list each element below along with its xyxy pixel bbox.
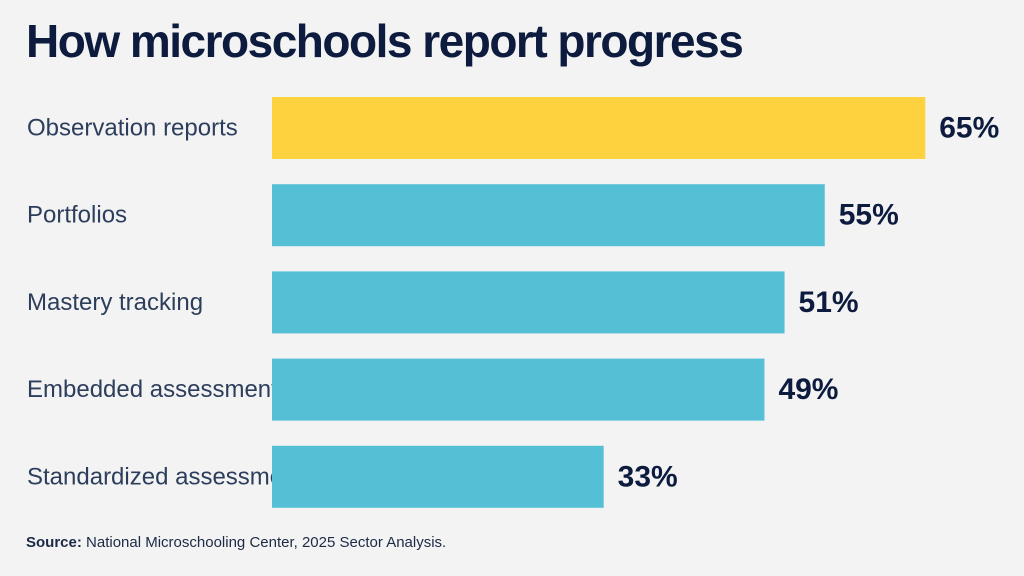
value-label-observation-reports: 65% bbox=[939, 112, 999, 145]
bar-embedded-assessments bbox=[272, 358, 765, 421]
value-label-standardized-assessments: 33% bbox=[618, 460, 678, 493]
category-label-standardized-assessments: Standardized assessments bbox=[27, 463, 315, 490]
value-label-portfolios: 55% bbox=[839, 199, 899, 232]
category-label-observation-reports: Observation reports bbox=[27, 115, 238, 142]
bar-standardized-assessments bbox=[272, 445, 604, 508]
bar-portfolios bbox=[272, 184, 825, 247]
source-text: National Microschooling Center, 2025 Sec… bbox=[81, 534, 447, 551]
category-label-embedded-assessments: Embedded assessments bbox=[27, 376, 290, 403]
value-label-mastery-tracking: 51% bbox=[799, 286, 859, 319]
category-label-portfolios: Portfolios bbox=[27, 202, 127, 229]
source-label: Source: bbox=[26, 534, 82, 551]
chart-title: How microschools report progress bbox=[26, 15, 744, 67]
source-note: Source: National Microschooling Center, … bbox=[26, 534, 446, 551]
bar-observation-reports bbox=[272, 97, 926, 159]
bar-mastery-tracking bbox=[272, 271, 785, 334]
value-label-embedded-assessments: 49% bbox=[778, 373, 838, 406]
category-label-mastery-tracking: Mastery tracking bbox=[27, 289, 203, 316]
